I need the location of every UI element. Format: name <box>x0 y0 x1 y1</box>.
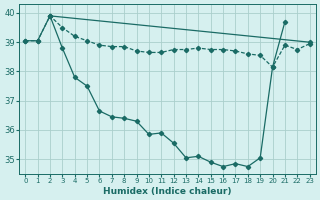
X-axis label: Humidex (Indice chaleur): Humidex (Indice chaleur) <box>103 187 232 196</box>
